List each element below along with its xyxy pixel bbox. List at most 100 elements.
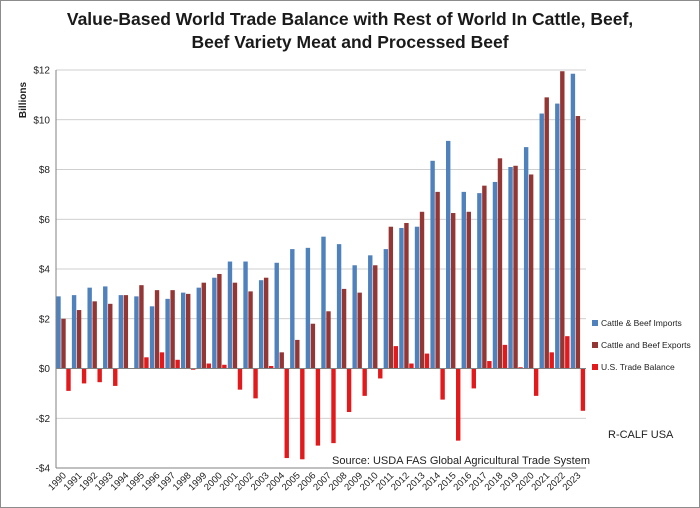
bar-imports-2022: [555, 103, 560, 369]
bar-exports-1995: [139, 285, 144, 369]
bar-exports-2013: [419, 211, 425, 369]
y-tick-label: $4: [39, 265, 51, 276]
bar-balance-2015: [456, 368, 461, 441]
legend-label-balance: U.S. Trade Balance: [601, 362, 675, 372]
y-tick-label: -$4: [36, 464, 51, 475]
y-tick-label: $10: [33, 115, 50, 126]
bar-imports-2002: [243, 261, 248, 369]
bar-balance-2008: [346, 368, 352, 413]
y-tick-label: $12: [33, 66, 50, 77]
bar-imports-2004: [274, 262, 279, 369]
bar-exports-2014: [435, 191, 440, 369]
bar-exports-2023: [575, 116, 581, 369]
bar-exports-2012: [404, 222, 409, 369]
bar-balance-2004: [284, 368, 289, 459]
bar-imports-2017: [477, 193, 482, 369]
bar-balance-2023: [580, 368, 586, 411]
grid-lines: [56, 69, 586, 469]
legend-label-imports: Cattle & Beef Imports: [601, 318, 682, 328]
bar-balance-1997: [175, 359, 180, 369]
bar-imports-2007: [321, 236, 326, 369]
bar-balance-2018: [502, 344, 508, 369]
bar-balance-1991: [81, 368, 87, 384]
bar-imports-2010: [368, 255, 373, 369]
bar-exports-2004: [279, 352, 284, 369]
bar-imports-2021: [539, 113, 544, 369]
bar-balance-2007: [331, 368, 336, 444]
bar-imports-2003: [258, 280, 264, 369]
bar-imports-1999: [196, 287, 201, 369]
bar-imports-2009: [352, 265, 357, 369]
y-axis-label: Billions: [18, 82, 29, 119]
bar-exports-2011: [388, 226, 394, 369]
bar-exports-1992: [92, 301, 97, 369]
bar-imports-2006: [305, 247, 311, 369]
bar-exports-2008: [341, 288, 347, 369]
y-tick-label: $0: [39, 364, 51, 375]
y-tick-label: $2: [39, 314, 51, 325]
bar-balance-2017: [487, 361, 492, 369]
bar-balance-1998: [191, 368, 196, 370]
bar-balance-2012: [409, 363, 414, 369]
bar-imports-2020: [523, 147, 529, 369]
bar-balance-2011: [393, 346, 399, 369]
bar-exports-2009: [357, 292, 362, 369]
bar-imports-1997: [165, 298, 170, 369]
bar-imports-1996: [149, 306, 155, 369]
bar-exports-1993: [108, 303, 113, 369]
bar-balance-1993: [113, 368, 118, 386]
annotation-source: Source: USDA FAS Global Agricultural Tra…: [332, 455, 590, 467]
bar-exports-2005: [295, 339, 300, 369]
bar-imports-2001: [227, 261, 233, 369]
bar-balance-2002: [253, 368, 258, 399]
legend-swatch-balance: [592, 364, 598, 370]
bar-balance-1999: [206, 363, 211, 369]
bar-imports-1994: [118, 295, 124, 369]
bar-balance-2014: [440, 368, 445, 400]
bar-imports-2019: [508, 167, 513, 369]
bar-exports-2015: [451, 213, 456, 369]
x-tick-labels: 1990199119921993199419951996199719981999…: [46, 470, 583, 493]
bar-imports-2023: [570, 73, 576, 369]
bar-balance-2006: [315, 368, 321, 446]
bar-exports-2001: [232, 282, 238, 369]
axes: [55, 70, 586, 469]
legend-swatch-exports: [592, 342, 598, 348]
bar-exports-1997: [170, 290, 175, 369]
bar-imports-2000: [212, 277, 217, 369]
bar-exports-1998: [186, 293, 191, 369]
bar-balance-2016: [471, 368, 476, 389]
bar-balance-2013: [424, 353, 430, 369]
bar-balance-2000: [222, 364, 227, 369]
y-tick-label: $6: [39, 215, 51, 226]
legend: Cattle & Beef Imports Cattle and Beef Exp…: [592, 318, 691, 372]
bar-exports-2018: [497, 158, 503, 369]
y-tick-label: -$2: [36, 414, 51, 425]
bar-exports-2021: [544, 97, 549, 369]
x-tick-label: 2023: [561, 470, 584, 493]
bar-imports-2018: [492, 181, 498, 369]
bar-imports-1991: [71, 295, 77, 369]
bar-exports-2000: [217, 273, 222, 369]
bar-imports-2014: [430, 160, 435, 369]
chart-title: Value-Based World Trade Balance with Res…: [0, 8, 700, 54]
bar-balance-1990: [66, 368, 71, 391]
bar-balance-2019: [518, 367, 523, 369]
bar-imports-2012: [399, 227, 404, 369]
bar-imports-2013: [414, 226, 420, 369]
bar-imports-1993: [103, 286, 108, 369]
bar-balance-2022: [565, 336, 570, 369]
legend-label-exports: Cattle and Beef Exports: [601, 340, 691, 350]
bar-exports-2016: [466, 211, 471, 369]
bar-balance-2009: [362, 368, 367, 396]
bar-imports-2008: [336, 244, 342, 369]
bar-balance-1995: [144, 357, 149, 369]
annotation-rcalf: R-CALF USA: [608, 429, 674, 441]
bar-balance-2010: [378, 368, 383, 379]
y-tick-label: $8: [39, 165, 51, 176]
bar-balance-1996: [159, 352, 165, 369]
bar-imports-2011: [383, 249, 389, 369]
y-tick-labels: -$4 -$2 $0 $2 $4 $6 $8 $10 $12: [33, 66, 50, 475]
bar-balance-2001: [237, 368, 243, 390]
